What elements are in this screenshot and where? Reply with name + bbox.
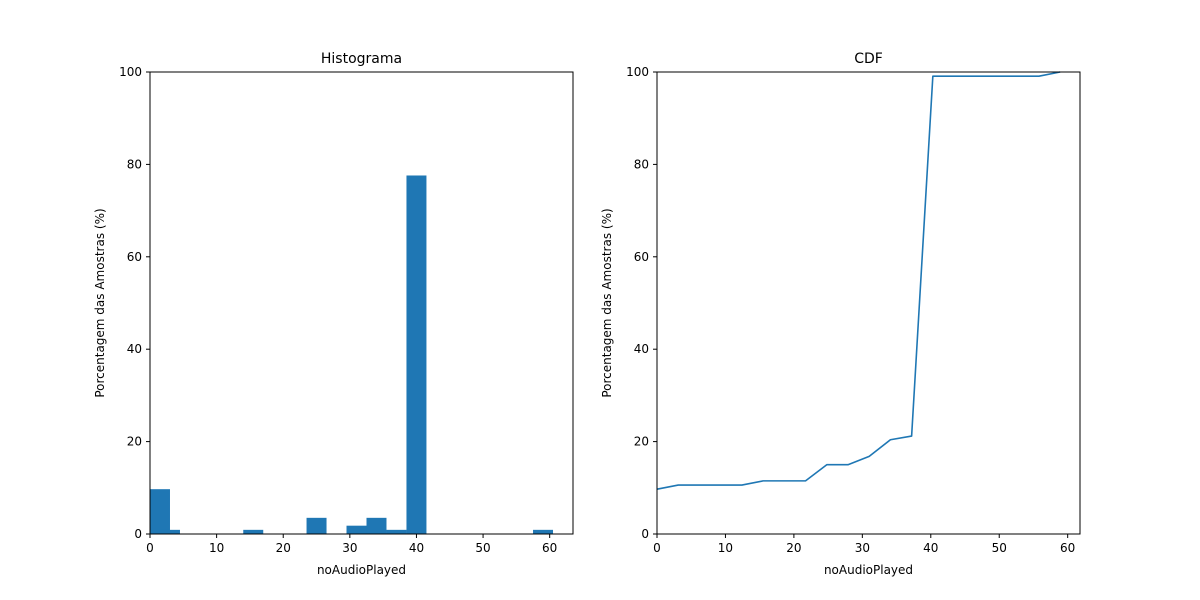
cdf-y-tick-label: 100 [626, 65, 649, 79]
cdf-y-tick-label: 20 [634, 435, 649, 449]
cdf-series-line [656, 71, 1061, 490]
histogram-title: Histograma [321, 51, 402, 67]
histogram-panel: 0 10 20 30 40 50 60 0 20 40 60 80 100 Histograma noA… [93, 51, 574, 577]
cdf-y-axis-label: Porcentagem das Amostras (%) [600, 208, 614, 397]
cdf-axes-frame [656, 71, 1081, 535]
histogram-y-tick-label: 60 [127, 250, 142, 264]
histogram-bar [533, 529, 554, 534]
histogram-bars [150, 175, 554, 534]
histogram-x-tick-label: 0 [146, 541, 154, 555]
cdf-lines [656, 71, 1061, 490]
histogram-bar [346, 525, 367, 534]
histogram-y-tick-label: 40 [127, 342, 142, 356]
histogram-x-tick-label: 50 [475, 541, 490, 555]
histogram-x-tick-label: 30 [342, 541, 357, 555]
histogram-bar [406, 175, 427, 534]
histogram-y-tick-label: 80 [127, 157, 142, 171]
histogram-x-tick-label: 40 [409, 541, 424, 555]
cdf-title: CDF [854, 51, 883, 67]
histogram-bar [150, 489, 170, 534]
histogram-axes-frame [149, 71, 574, 535]
cdf-y-tick-label: 40 [634, 342, 649, 356]
cdf-x-tick-label: 40 [923, 541, 938, 555]
cdf-y-tick-label: 0 [641, 527, 649, 541]
histogram-x-axis-label: noAudioPlayed [317, 563, 406, 577]
cdf-x-tick-label: 0 [653, 541, 661, 555]
cdf-x-tick-label: 10 [718, 541, 733, 555]
histogram-x-tick-label: 20 [276, 541, 291, 555]
cdf-x-tick-label: 60 [1060, 541, 1075, 555]
histogram-y-tick-label: 0 [134, 527, 142, 541]
cdf-y-tick-label: 60 [634, 250, 649, 264]
histogram-x-tick-label: 60 [542, 541, 557, 555]
histogram-ticks: 0 10 20 30 40 50 60 0 20 40 60 80 100 [119, 65, 557, 555]
histogram-bar [366, 517, 387, 534]
histogram-bar [159, 529, 180, 534]
histogram-x-tick-label: 10 [209, 541, 224, 555]
histogram-y-tick-label: 20 [127, 435, 142, 449]
histogram-bar [306, 517, 327, 534]
cdf-x-tick-label: 20 [786, 541, 801, 555]
histogram-bar [243, 529, 264, 534]
cdf-panel: 0 10 20 30 40 50 60 0 20 40 60 80 100 CDF noAudioPla… [600, 51, 1081, 577]
histogram-bar [386, 529, 407, 534]
histogram-y-tick-label: 100 [119, 65, 142, 79]
cdf-x-tick-label: 30 [855, 541, 870, 555]
cdf-x-axis-label: noAudioPlayed [824, 563, 913, 577]
cdf-x-tick-label: 50 [992, 541, 1007, 555]
cdf-ticks: 0 10 20 30 40 50 60 0 20 40 60 80 100 [626, 65, 1075, 555]
histogram-y-axis-label: Porcentagem das Amostras (%) [93, 208, 107, 397]
cdf-y-tick-label: 80 [634, 157, 649, 171]
